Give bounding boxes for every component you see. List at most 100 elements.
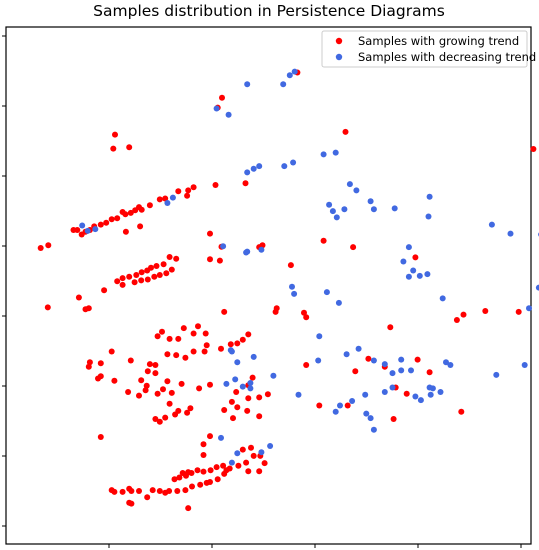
point-decreasing-64 bbox=[389, 384, 396, 391]
point-growing-116 bbox=[168, 389, 175, 396]
point-growing-16 bbox=[146, 202, 153, 209]
point-decreasing-0 bbox=[291, 68, 298, 75]
point-growing-44 bbox=[173, 255, 180, 262]
point-decreasing-88 bbox=[234, 359, 241, 366]
point-growing-45 bbox=[166, 254, 173, 260]
point-growing-106 bbox=[85, 363, 92, 370]
point-growing-173 bbox=[171, 476, 178, 483]
point-growing-70 bbox=[44, 304, 51, 311]
point-growing-43 bbox=[412, 254, 419, 261]
point-decreasing-37 bbox=[400, 258, 407, 265]
point-decreasing-80 bbox=[349, 398, 356, 404]
point-growing-22 bbox=[119, 209, 126, 215]
point-decreasing-91 bbox=[258, 449, 265, 456]
point-growing-99 bbox=[164, 351, 171, 358]
point-growing-63 bbox=[138, 277, 145, 284]
point-growing-3 bbox=[342, 128, 349, 135]
point-decreasing-9 bbox=[250, 165, 257, 172]
point-decreasing-79 bbox=[521, 362, 528, 368]
point-growing-23 bbox=[114, 215, 121, 222]
point-growing-149 bbox=[162, 414, 169, 421]
point-growing-4 bbox=[112, 131, 118, 138]
point-growing-140 bbox=[245, 395, 252, 402]
point-growing-81 bbox=[180, 325, 187, 332]
point-growing-113 bbox=[196, 385, 203, 392]
point-growing-182 bbox=[221, 470, 228, 477]
point-growing-180 bbox=[256, 468, 263, 475]
point-growing-69 bbox=[82, 306, 89, 313]
point-growing-138 bbox=[264, 391, 271, 398]
point-growing-115 bbox=[138, 377, 145, 384]
point-growing-35 bbox=[207, 230, 213, 237]
point-decreasing-21 bbox=[329, 208, 336, 215]
point-growing-83 bbox=[202, 330, 209, 337]
point-growing-34 bbox=[137, 223, 144, 230]
point-decreasing-48 bbox=[526, 305, 532, 312]
point-growing-77 bbox=[301, 309, 307, 316]
point-decreasing-3 bbox=[244, 81, 251, 88]
point-growing-202 bbox=[128, 500, 135, 507]
point-decreasing-93 bbox=[234, 450, 241, 457]
point-growing-161 bbox=[243, 459, 250, 466]
point-decreasing-5 bbox=[225, 111, 232, 118]
point-growing-183 bbox=[214, 476, 221, 483]
point-growing-144 bbox=[230, 415, 236, 422]
point-growing-67 bbox=[75, 294, 82, 301]
point-growing-117 bbox=[160, 386, 166, 393]
point-growing-73 bbox=[221, 308, 228, 315]
point-decreasing-16 bbox=[84, 227, 91, 234]
point-growing-60 bbox=[156, 272, 163, 278]
point-growing-131 bbox=[426, 369, 433, 376]
point-growing-139 bbox=[256, 394, 263, 401]
point-growing-101 bbox=[144, 368, 151, 375]
point-decreasing-12 bbox=[332, 149, 339, 156]
point-growing-8 bbox=[242, 180, 249, 187]
point-growing-133 bbox=[344, 402, 351, 409]
point-growing-176 bbox=[248, 444, 254, 451]
point-growing-157 bbox=[207, 433, 213, 440]
point-decreasing-59 bbox=[447, 362, 454, 368]
point-growing-103 bbox=[127, 357, 134, 364]
point-growing-20 bbox=[127, 209, 134, 216]
point-decreasing-26 bbox=[391, 205, 398, 212]
point-decreasing-65 bbox=[362, 391, 369, 398]
point-growing-136 bbox=[390, 416, 397, 422]
legend-label-growing: Samples with growing trend bbox=[358, 34, 519, 48]
point-growing-196 bbox=[119, 488, 126, 495]
point-decreasing-24 bbox=[367, 198, 374, 205]
point-decreasing-50 bbox=[228, 348, 235, 355]
point-growing-82 bbox=[195, 323, 201, 330]
point-decreasing-63 bbox=[412, 393, 419, 400]
legend-label-decreasing: Samples with decreasing trend bbox=[358, 50, 536, 64]
point-decreasing-62 bbox=[426, 384, 433, 391]
point-decreasing-36 bbox=[405, 244, 412, 251]
point-growing-199 bbox=[185, 505, 192, 512]
point-decreasing-55 bbox=[389, 370, 396, 377]
point-growing-167 bbox=[200, 468, 207, 475]
point-growing-172 bbox=[179, 470, 186, 476]
point-growing-193 bbox=[136, 488, 142, 494]
point-growing-33 bbox=[122, 228, 129, 235]
point-decreasing-61 bbox=[437, 389, 444, 395]
point-decreasing-29 bbox=[488, 221, 495, 228]
point-growing-179 bbox=[245, 468, 252, 475]
point-growing-52 bbox=[126, 273, 133, 280]
point-growing-32 bbox=[70, 227, 77, 233]
point-growing-98 bbox=[173, 352, 180, 359]
point-growing-188 bbox=[182, 487, 189, 494]
point-growing-175 bbox=[239, 446, 246, 453]
point-decreasing-45 bbox=[335, 299, 342, 306]
point-growing-64 bbox=[131, 279, 138, 286]
point-growing-153 bbox=[228, 398, 235, 405]
point-growing-185 bbox=[197, 481, 204, 488]
plot-frame bbox=[5, 26, 532, 545]
point-growing-100 bbox=[152, 362, 159, 368]
point-decreasing-10 bbox=[244, 169, 251, 176]
point-growing-187 bbox=[189, 483, 195, 490]
point-decreasing-4 bbox=[213, 105, 220, 112]
point-growing-110 bbox=[152, 370, 159, 377]
point-decreasing-89 bbox=[218, 434, 224, 441]
point-growing-122 bbox=[125, 389, 132, 395]
point-growing-9 bbox=[212, 182, 219, 188]
point-growing-65 bbox=[119, 281, 126, 288]
